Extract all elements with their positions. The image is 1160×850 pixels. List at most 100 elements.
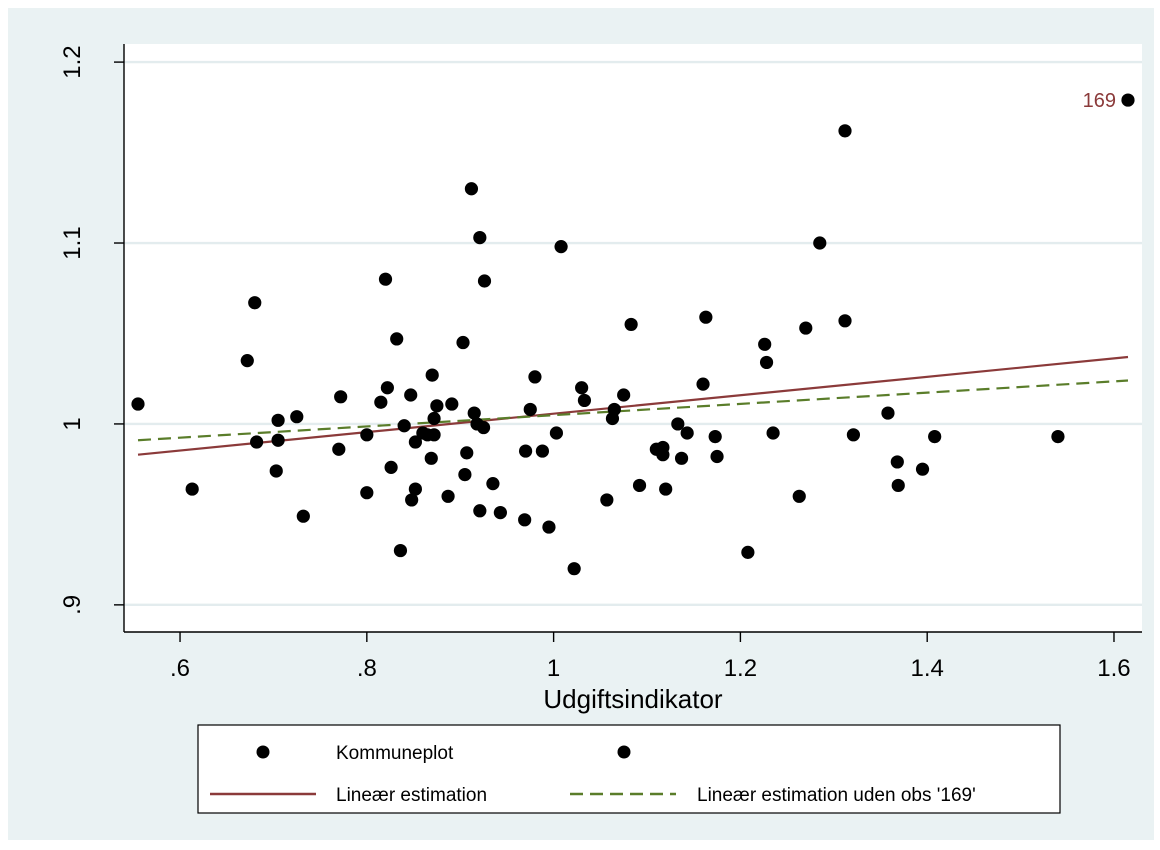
data-point (441, 489, 455, 503)
data-point (699, 310, 713, 324)
data-point (473, 230, 487, 245)
data-point (674, 451, 689, 465)
data-point (360, 428, 374, 442)
data-point (397, 419, 411, 433)
data-point (680, 426, 694, 440)
data-point (928, 430, 942, 444)
y-ticks: .9 1 1.1 1.2 (59, 45, 124, 615)
legend-marker-kommuneplot (256, 745, 270, 759)
data-point (624, 317, 638, 332)
data-point (518, 444, 533, 458)
data-point (269, 464, 283, 478)
x-tick-label: .8 (357, 655, 377, 682)
data-point (240, 354, 254, 368)
data-point (250, 435, 264, 449)
data-point (600, 493, 614, 507)
fit-line-linear (137, 355, 1129, 456)
data-point (766, 426, 780, 440)
data-point (535, 444, 550, 458)
x-tick-label: 1.4 (911, 655, 944, 682)
data-point (378, 272, 393, 286)
data-point (890, 455, 904, 469)
data-point (374, 395, 388, 409)
data-point (380, 381, 394, 395)
data-point (554, 240, 568, 254)
data-point (393, 543, 408, 558)
data-point (464, 182, 479, 196)
data-point (408, 482, 422, 496)
y-tick-label: 1.1 (59, 226, 86, 259)
data-point (427, 428, 441, 442)
data-point (408, 435, 422, 449)
data-point (445, 397, 459, 411)
data-point (360, 486, 374, 500)
x-tick-label: .6 (170, 655, 190, 682)
legend-label-linear-excl: Lineær estimation uden obs '169' (697, 785, 976, 806)
data-point (460, 446, 474, 460)
data-point (473, 504, 487, 518)
data-point-obs-169 (1121, 93, 1135, 107)
data-points (131, 93, 1135, 576)
data-point (758, 337, 772, 351)
data-point (430, 399, 444, 413)
data-point (384, 460, 398, 474)
legend-label-linear: Lineær estimation (336, 785, 487, 806)
data-point (427, 411, 441, 426)
data-point (617, 388, 631, 402)
data-point (290, 410, 304, 424)
point-label-169: 169 (1083, 90, 1116, 112)
data-point (838, 314, 852, 328)
data-point (131, 397, 145, 411)
data-point (881, 406, 895, 420)
data-point (891, 478, 905, 493)
data-point (296, 509, 310, 523)
axes (123, 44, 1142, 633)
data-point (271, 413, 285, 427)
fit-line-excl-169 (137, 379, 1129, 442)
x-axis-title: Udgiftsindikator (543, 684, 723, 714)
data-point (518, 513, 532, 527)
data-point (476, 420, 491, 435)
data-point (632, 478, 647, 493)
data-point (334, 390, 348, 404)
data-point (405, 493, 419, 507)
data-point (656, 448, 670, 462)
gridlines (124, 60, 1142, 607)
data-point (575, 381, 589, 395)
data-point (813, 236, 827, 250)
data-point (271, 433, 285, 447)
data-point (846, 428, 861, 442)
y-tick-label: 1 (59, 417, 86, 430)
data-point (659, 482, 673, 496)
data-point (741, 545, 755, 559)
x-tick-label: 1.6 (1097, 655, 1130, 682)
y-tick-label: .9 (59, 595, 86, 615)
data-point (523, 402, 537, 417)
data-point (567, 562, 581, 576)
data-point (577, 393, 592, 408)
data-point (915, 462, 930, 476)
data-point (424, 451, 438, 465)
annotations: 169 (1083, 90, 1116, 112)
data-point (332, 442, 346, 456)
data-point (838, 124, 852, 138)
legend-marker-obs-169 (617, 745, 631, 759)
data-point (425, 368, 439, 382)
data-point (456, 335, 470, 350)
data-point (486, 477, 500, 491)
data-point (799, 321, 813, 335)
data-point (390, 332, 404, 346)
x-tick-label: 1 (547, 655, 560, 682)
data-point (792, 489, 806, 503)
data-point (1051, 430, 1065, 444)
fit-lines (137, 355, 1129, 456)
data-point (185, 482, 199, 496)
legend: Kommuneplot Lineær estimation Lineær est… (197, 724, 1061, 814)
legend-label-kommuneplot: Kommuneplot (336, 743, 454, 764)
data-point (467, 406, 481, 420)
x-tick-label: 1.2 (724, 655, 757, 682)
data-point (458, 467, 472, 482)
data-point (404, 388, 418, 402)
